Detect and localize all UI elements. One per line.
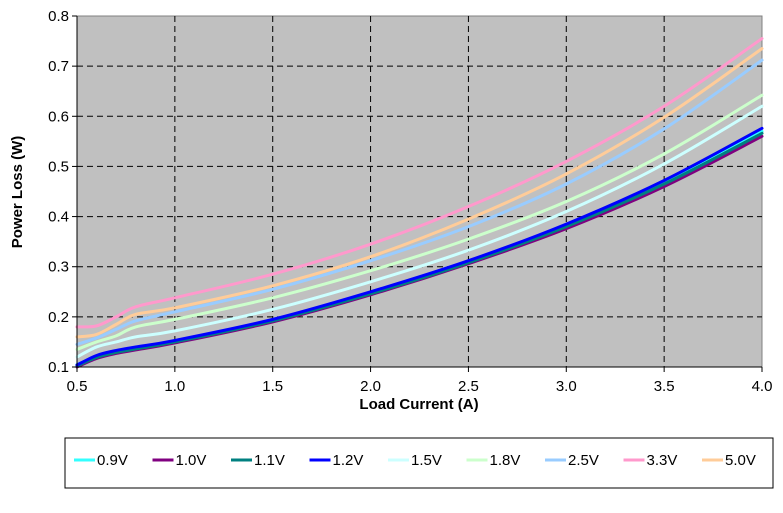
x-tick-label: 0.5 (67, 378, 88, 395)
y-tick-label: 0.2 (48, 309, 69, 326)
legend-label: 1.2V (333, 452, 364, 469)
legend-label: 5.0V (725, 452, 756, 469)
y-tick-label: 0.7 (48, 58, 69, 75)
y-tick-label: 0.5 (48, 158, 69, 175)
series-line-3-3V (75, 37, 764, 329)
legend-label: 0.9V (97, 452, 128, 469)
x-axis-ticks: 0.5 1.0 1.5 2.0 2.5 3.0 3.5 4.0 (67, 366, 773, 395)
legend-label: 3.3V (647, 452, 678, 469)
x-tick-label: 1.0 (164, 378, 185, 395)
plot-area (76, 15, 763, 368)
x-tick-label: 1.5 (262, 378, 283, 395)
legend: 0.9V 1.0V 1.1V 1.2V 1.5V 1.8V 2.5V 3.3V 5.0V (74, 452, 756, 469)
series-line-1-1V (75, 131, 764, 368)
series-line-1-5V (75, 104, 764, 359)
y-tick-label: 0.4 (48, 209, 69, 226)
legend-label: 1.1V (254, 452, 285, 469)
legend-label: 1.5V (411, 452, 442, 469)
y-tick-label: 0.3 (48, 259, 69, 276)
x-tick-label: 3.0 (556, 378, 577, 395)
x-axis-title: Load Current (A) (359, 396, 478, 413)
legend-box (64, 437, 774, 489)
series-lines (75, 37, 764, 369)
x-tick-label: 2.0 (360, 378, 381, 395)
x-tick-label: 2.5 (458, 378, 479, 395)
y-tick-label: 0.1 (48, 359, 69, 376)
y-axis-ticks: 0.1 0.2 0.3 0.4 0.5 0.6 0.7 0.8 (48, 8, 78, 376)
legend-label: 1.8V (490, 452, 521, 469)
y-axis-title: Power Loss (W) (9, 136, 26, 249)
series-line-2-5V (75, 58, 764, 346)
y-tick-label: 0.8 (48, 8, 69, 25)
x-tick-label: 4.0 (752, 378, 773, 395)
x-tick-label: 3.5 (654, 378, 675, 395)
y-tick-label: 0.6 (48, 108, 69, 125)
series-line-1-2V (75, 126, 764, 367)
legend-label: 2.5V (568, 452, 599, 469)
legend-label: 1.0V (176, 452, 207, 469)
series-line-5-0V (75, 47, 764, 339)
series-line-1-8V (75, 93, 764, 351)
